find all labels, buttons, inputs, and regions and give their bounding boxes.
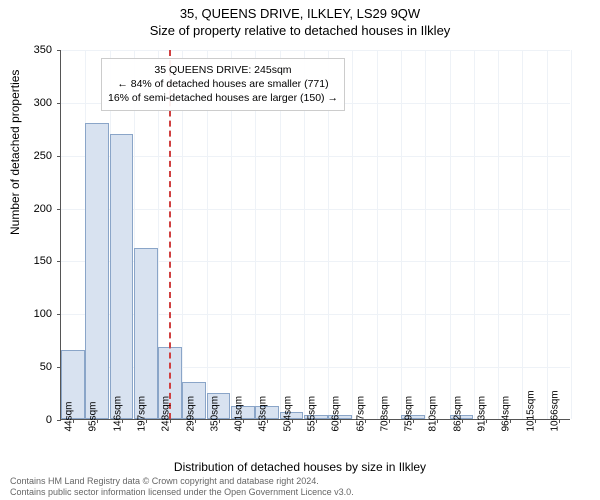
footer-attribution: Contains HM Land Registry data © Crown c… [10,476,354,498]
footer-line1: Contains HM Land Registry data © Crown c… [10,476,354,487]
x-axis-label: Distribution of detached houses by size … [0,460,600,474]
y-tick-label: 300 [12,97,52,109]
y-tick-label: 100 [12,308,52,320]
y-tick-label: 250 [12,150,52,162]
y-tick-label: 200 [12,203,52,215]
annotation-line: ← 84% of detached houses are smaller (77… [108,77,338,91]
title-main: 35, QUEENS DRIVE, ILKLEY, LS29 9QW [0,0,600,21]
annotation-line: 16% of semi-detached houses are larger (… [108,91,338,105]
histogram-bar [110,134,134,419]
annotation-line: 35 QUEENS DRIVE: 245sqm [108,63,338,77]
footer-line2: Contains public sector information licen… [10,487,354,498]
title-sub: Size of property relative to detached ho… [0,21,600,38]
histogram-plot: 35 QUEENS DRIVE: 245sqm← 84% of detached… [60,50,570,420]
y-tick-label: 50 [12,361,52,373]
y-tick-label: 350 [12,44,52,56]
y-tick-label: 0 [12,414,52,426]
y-tick-label: 150 [12,255,52,267]
histogram-bar [85,123,109,419]
histogram-bar [134,248,158,419]
annotation-box: 35 QUEENS DRIVE: 245sqm← 84% of detached… [101,58,345,111]
